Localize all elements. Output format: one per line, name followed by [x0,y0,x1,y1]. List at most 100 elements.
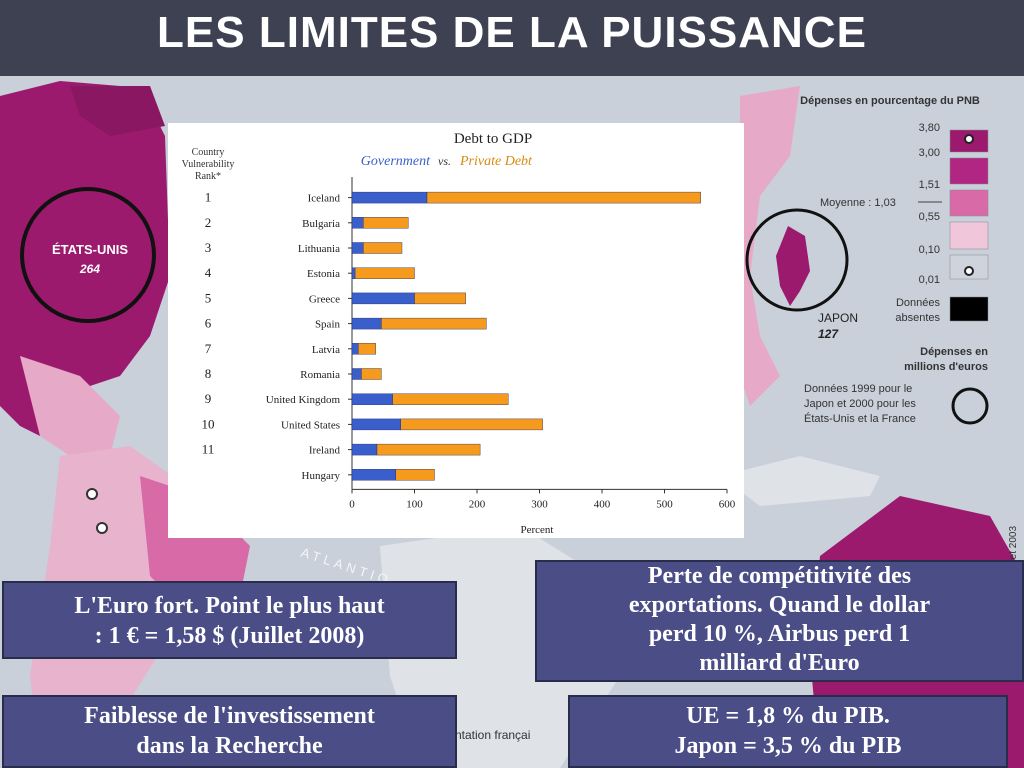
euro-line-2: : 1 € = 1,58 $ (Juillet 2008) [94,623,365,649]
legend-marker-icon [964,266,974,276]
bar-private-debt [426,191,701,204]
category-label: Hungary [302,470,341,482]
chart-subtitle-series-2: Private Debt [459,154,533,169]
chart-body: 0 100 200 300 400 500 600 1 Iceland 2 Bulgaria 3 Lit… [202,177,736,510]
legend-circle-icon [951,387,989,425]
rank-label: 1 [205,190,212,205]
bar-private-debt [400,418,543,431]
research-line-1: Faiblesse de l'investissement [84,703,375,729]
rank-label: 8 [205,366,212,381]
bar-government [351,393,393,405]
bar-private-debt [358,343,376,355]
bar-private-debt [363,217,409,229]
rank-label: 7 [205,341,212,356]
usa-label: ÉTATS-UNIS [52,242,128,257]
pib-line-2: Japon = 3,5 % du PIB [674,733,902,759]
legend-marker-icon [964,134,974,144]
category-label: United Kingdom [266,394,341,406]
bar-government [351,418,401,431]
usa-spending-circle [20,187,156,323]
slide-title: LES LIMITES DE LA PUISSANCE [157,8,867,57]
compet-line-4: milliard d'Euro [699,650,860,676]
north-america-shape [0,81,170,436]
legend-threshold: 0,10 [919,244,940,256]
bar-government [351,217,364,229]
bar-government [351,242,364,254]
bar-government [351,368,362,380]
compet-line-3: perd 10 %, Airbus perd 1 [648,621,911,647]
debt-to-gdp-chart: Debt to GDP Government vs. Private Debt … [182,131,736,536]
category-label: Lithuania [298,243,340,255]
legend-note-1: Données 1999 pour le [804,383,912,395]
map-credit: ntation françai [455,728,530,742]
x-tick-label: 600 [719,498,736,510]
category-label: Spain [315,319,341,331]
legend-missing-2: absentes [895,312,940,324]
category-label: Latvia [312,344,340,356]
rank-label: 5 [205,290,212,305]
compet-line-1: Perte de compétitivité des [647,563,912,589]
euro-line-1: L'Euro fort. Point le plus haut [74,593,385,619]
pib-line-1: UE = 1,8 % du PIB. [686,703,890,729]
rank-label: 2 [205,215,212,230]
legend-swatches: 3,80 3,00 1,51 0,55 0,10 0,01 [918,122,989,322]
pib-box: UE = 1,8 % du PIB. Japon = 3,5 % du PIB [568,695,1008,768]
legend-threshold: 3,80 [919,122,940,134]
bar-government [351,343,359,355]
japan-shape [776,226,810,306]
japan-spending-circle [745,208,849,312]
legend-threshold: 3,00 [919,147,940,159]
bar-private-debt [395,469,435,481]
compet-line-2: exportations. Quand le dollar [628,592,931,618]
rank-label: 11 [202,442,215,457]
rank-label: 4 [205,265,212,280]
japan-label: JAPON [818,311,858,325]
chart-subtitle-vs: vs. [438,154,451,168]
debt-chart-panel: Debt to GDP Government vs. Private Debt … [168,123,744,538]
x-tick-label: 300 [531,498,548,510]
x-tick-label: 200 [469,498,486,510]
bar-private-debt [363,242,403,254]
x-tick-label: 500 [656,498,673,510]
category-label: Romania [300,369,340,381]
legend-threshold: 1,51 [919,179,940,191]
research-line-2: dans la Recherche [136,733,323,759]
bar-government [351,191,428,204]
category-label: Ireland [309,445,341,457]
legend-swatch [949,157,989,185]
bar-private-debt [392,393,509,405]
euro-strong-box: L'Euro fort. Point le plus haut : 1 € = … [2,581,457,659]
legend-swatch [949,296,989,322]
canada-shape [70,86,165,136]
usa-value: 264 [79,262,100,276]
bar-private-debt [354,267,415,279]
legend-graphic: Dépenses en pourcentage du PNB 3,80 3,00 1… [800,95,989,425]
small-marker-2 [96,522,108,534]
bar-private-debt [376,443,481,456]
rank-label: 6 [205,316,212,331]
rank-header-1: Country [192,147,225,158]
legend-threshold: 0,01 [919,274,940,286]
japan-value: 127 [818,327,839,341]
category-label: Bulgaria [302,218,340,230]
category-label: Greece [309,293,340,305]
legend-average: Moyenne : 1,03 [820,197,896,209]
rank-header-2: Vulnerability [182,159,235,170]
category-label: Iceland [308,193,341,205]
mexico-shape [20,356,120,456]
bar-private-debt [381,317,487,330]
legend-missing-1: Données [896,297,941,309]
legend-note-3: États-Unis et la France [804,412,916,425]
legend-spend-title-1: Dépenses en [920,346,988,358]
bar-private-debt [414,292,466,305]
rank-label: 3 [205,240,212,255]
legend-title: Dépenses en pourcentage du PNB [800,95,980,107]
x-axis-label: Percent [521,524,554,536]
legend-threshold: 0,55 [919,211,940,223]
x-tick-label: 100 [406,498,423,510]
bar-government [351,292,415,305]
legend-spend-title-2: millions d'euros [904,361,988,373]
legend-swatch [949,221,989,250]
bar-government [351,443,378,456]
title-bar: LES LIMITES DE LA PUISSANCE [0,0,1024,76]
